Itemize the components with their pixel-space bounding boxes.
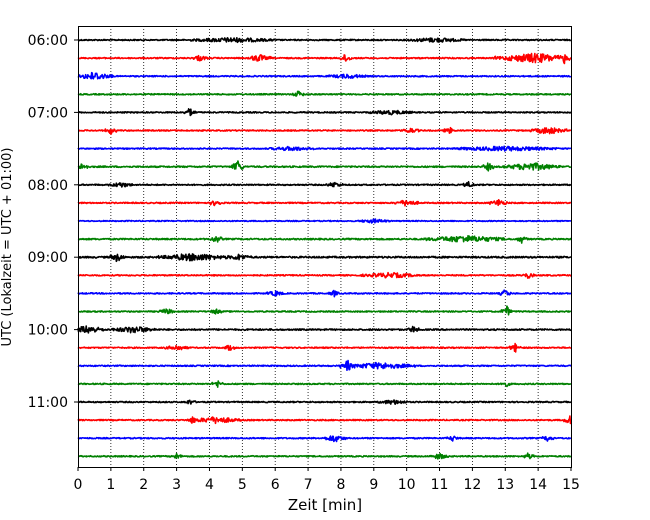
trace-0715 <box>77 126 572 135</box>
x-axis-ticks: 0 1 2 3 4 5 6 7 8 9 10 11 12 13 14 15 <box>74 467 580 493</box>
x-tick-label: 6 <box>271 477 280 493</box>
x-axis-label: Zeit [min] <box>288 496 362 514</box>
x-tick-label: 5 <box>238 477 247 493</box>
trace-0600 <box>77 36 572 44</box>
x-tick-label: 8 <box>336 477 345 493</box>
y-axis-ticks: 06:00 07:00 08:00 09:00 10:00 11:00 <box>28 33 78 411</box>
trace-1000 <box>77 325 572 334</box>
trace-0930 <box>77 289 572 298</box>
y-tick-label: 09:00 <box>28 250 68 266</box>
x-tick-label: 2 <box>139 477 148 493</box>
trace-0730 <box>77 145 572 152</box>
y-tick-label: 08:00 <box>28 178 68 194</box>
x-tick-label: 14 <box>529 477 547 493</box>
x-tick-label: 1 <box>106 477 115 493</box>
trace-1115 <box>77 415 572 425</box>
x-tick-label: 3 <box>172 477 181 493</box>
seismogram-traces <box>77 36 572 460</box>
x-tick-label: 13 <box>496 477 514 493</box>
trace-0700 <box>77 108 572 117</box>
trace-1100 <box>77 399 572 406</box>
x-tick-label: 0 <box>74 477 83 493</box>
trace-0915 <box>77 271 572 279</box>
trace-0945 <box>77 305 572 316</box>
x-tick-label: 4 <box>205 477 214 493</box>
trace-0630 <box>77 71 572 80</box>
trace-1130 <box>77 435 572 443</box>
y-tick-label: 10:00 <box>28 323 68 339</box>
y-tick-label: 06:00 <box>28 33 68 49</box>
trace-1030 <box>77 359 572 372</box>
trace-0745 <box>77 160 572 172</box>
plot-frame <box>78 26 572 468</box>
y-axis-label: UTC (Lokalzeit = UTC + 01:00) <box>0 148 15 347</box>
trace-1015 <box>77 342 572 353</box>
x-tick-label: 11 <box>431 477 449 493</box>
x-tick-label: 12 <box>463 477 481 493</box>
trace-0815 <box>77 198 572 207</box>
trace-0645 <box>77 90 572 97</box>
trace-0800 <box>77 180 572 188</box>
trace-1145 <box>77 452 572 460</box>
trace-0830 <box>77 218 572 224</box>
y-tick-label: 07:00 <box>28 105 68 121</box>
x-tick-label: 15 <box>562 477 580 493</box>
x-tick-label: 9 <box>369 477 378 493</box>
trace-1045 <box>77 380 572 388</box>
x-tick-label: 7 <box>304 477 313 493</box>
y-tick-label: 11:00 <box>28 395 68 411</box>
x-tick-label: 10 <box>398 477 416 493</box>
trace-0615 <box>77 52 572 65</box>
trace-0900 <box>77 253 572 263</box>
trace-0845 <box>77 235 572 244</box>
